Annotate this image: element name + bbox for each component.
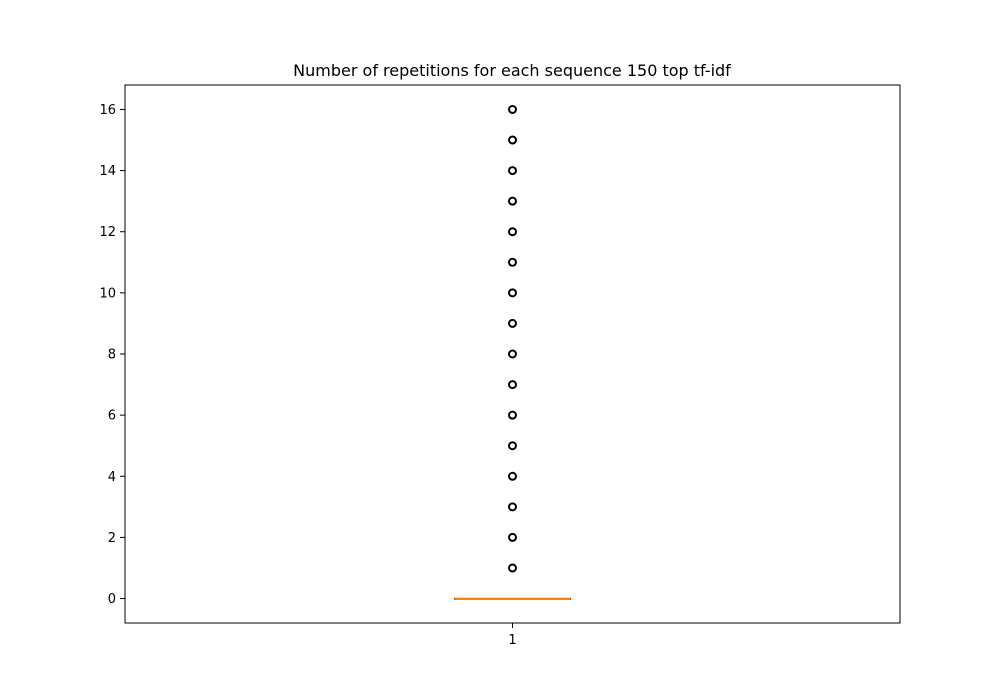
outlier-point bbox=[508, 532, 517, 542]
outlier-point bbox=[508, 196, 517, 206]
outlier-point bbox=[508, 410, 517, 420]
outlier-point bbox=[508, 227, 517, 237]
x-tick-label: 1 bbox=[508, 633, 516, 648]
y-tick-label: 4 bbox=[108, 470, 116, 485]
outlier-point bbox=[508, 318, 517, 328]
outlier-point bbox=[508, 563, 517, 573]
outlier-point bbox=[508, 349, 517, 359]
outlier-point bbox=[508, 135, 517, 145]
outlier-point bbox=[508, 502, 517, 512]
outlier-point bbox=[508, 441, 517, 451]
y-tick-label: 0 bbox=[108, 592, 116, 607]
box-series bbox=[454, 597, 571, 600]
outlier-point bbox=[508, 257, 517, 267]
y-tick-label: 2 bbox=[108, 531, 116, 546]
y-axis: 0 2 4 6 8 10 12 14 16 bbox=[99, 103, 125, 607]
y-tick-label: 14 bbox=[99, 164, 116, 179]
y-tick-label: 10 bbox=[99, 286, 116, 301]
outlier-point bbox=[508, 166, 517, 176]
outlier-point bbox=[508, 380, 517, 390]
outlier-series bbox=[508, 104, 517, 573]
outlier-point bbox=[508, 104, 517, 114]
outlier-point bbox=[508, 471, 517, 481]
x-axis: 1 bbox=[508, 623, 517, 648]
y-tick-label: 6 bbox=[108, 409, 116, 424]
chart-title: Number of repetitions for each sequence … bbox=[293, 61, 731, 80]
outlier-point bbox=[508, 288, 517, 298]
y-tick-label: 8 bbox=[108, 348, 116, 363]
y-tick-label: 12 bbox=[99, 225, 116, 240]
y-tick-label: 16 bbox=[99, 103, 116, 118]
plot-area-frame bbox=[124, 84, 901, 624]
